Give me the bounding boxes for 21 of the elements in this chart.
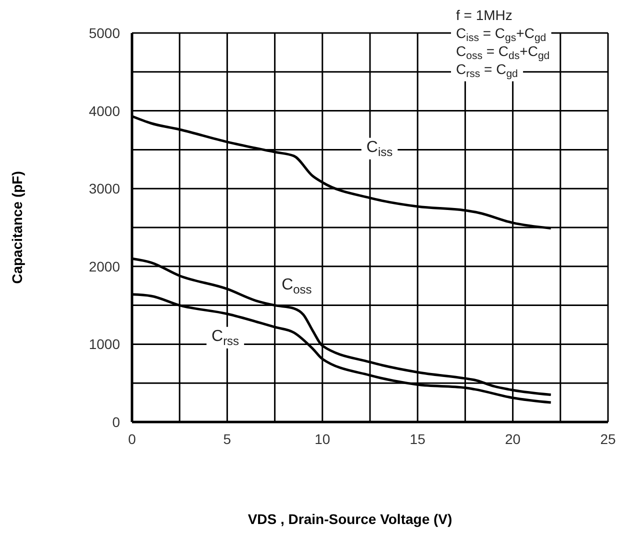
y-tick-label: 2000 bbox=[88, 258, 120, 274]
x-tick-label: 20 bbox=[505, 431, 521, 447]
series-label: C$_{rss}$ bbox=[212, 328, 240, 348]
x-tick-label: 10 bbox=[314, 431, 330, 447]
y-axis-title: Capacitance (pF) bbox=[9, 171, 25, 284]
annotation: C$_{rss}$ = C$_{gd}$ bbox=[456, 61, 518, 80]
text: C$_{iss}$ bbox=[366, 138, 393, 158]
y-tick-label: 1000 bbox=[88, 336, 120, 352]
y-tick-label: 0 bbox=[112, 414, 120, 430]
x-axis-title: VDS , Drain-Source Voltage (V) bbox=[248, 511, 452, 527]
annotation: C$_{iss}$ = C$_{gs}$+C$_{gd}$ bbox=[456, 25, 546, 44]
x-tick-label: 5 bbox=[223, 431, 232, 447]
y-tick-label: 3000 bbox=[88, 180, 120, 197]
y-tick-label: 5000 bbox=[88, 25, 120, 41]
series-label: C$_{oss}$ bbox=[282, 276, 312, 296]
annotation: C$_{oss}$ = C$_{ds}$+C$_{gd}$ bbox=[456, 43, 550, 62]
y-tick-label: 4000 bbox=[88, 102, 120, 119]
x-tick-label: 15 bbox=[410, 431, 426, 447]
text: f = 1MHz bbox=[456, 7, 512, 23]
x-tick-label: 0 bbox=[128, 431, 136, 447]
x-tick-label: 25 bbox=[600, 431, 616, 447]
